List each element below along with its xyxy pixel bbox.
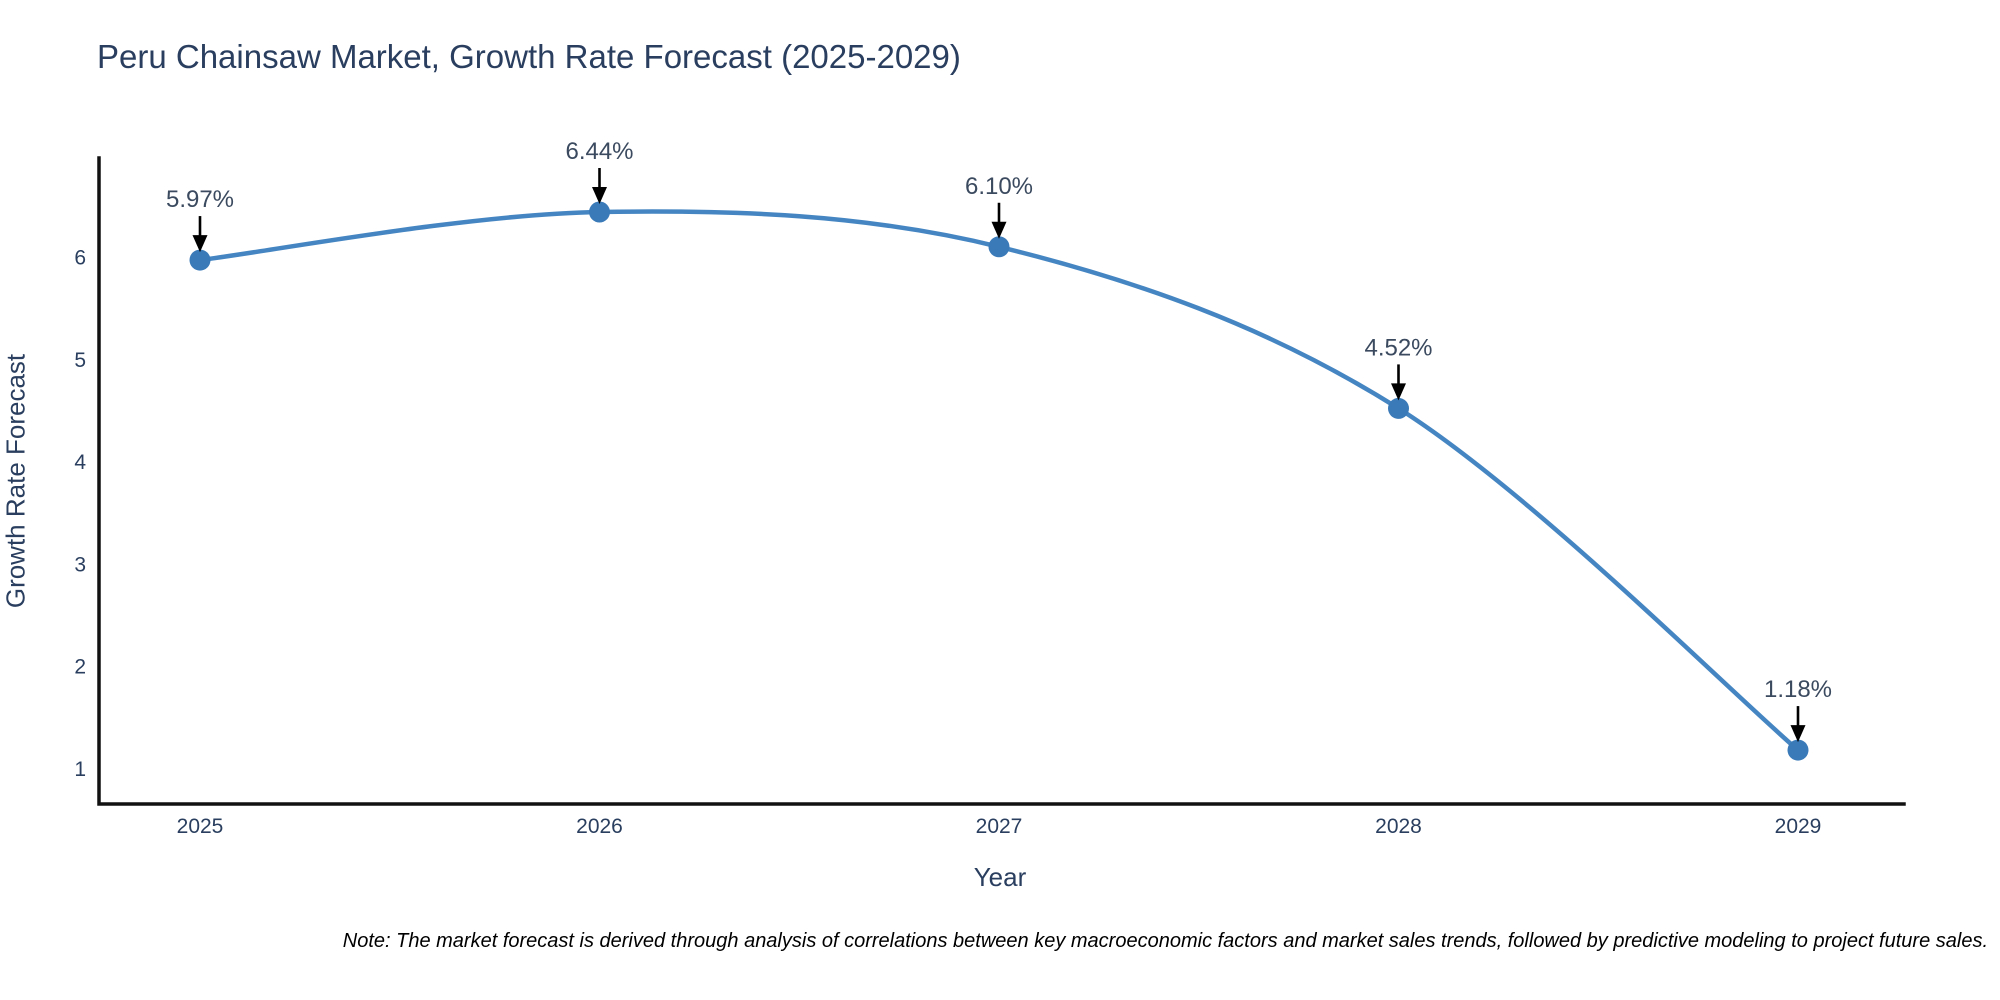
y-tick-label: 3	[74, 553, 86, 576]
y-tick-label: 5	[74, 349, 86, 372]
y-tick-label: 6	[74, 247, 86, 270]
series-line	[197, 209, 1801, 753]
data-point-marker	[988, 236, 1010, 258]
annotation-arrowhead	[592, 186, 607, 204]
y-tick-label: 2	[74, 656, 86, 679]
x-axis-title: Year	[0, 862, 2000, 893]
x-tick-label: 2028	[1375, 815, 1422, 838]
x-tick-label: 2027	[976, 815, 1023, 838]
data-point-marker	[589, 201, 610, 223]
y-tick-label: 4	[74, 451, 86, 474]
chart-title: Peru Chainsaw Market, Growth Rate Foreca…	[97, 38, 961, 75]
x-tick-label: 2026	[576, 815, 623, 838]
y-tick-label: 1	[74, 758, 86, 781]
point-annotation-label: 5.97%	[166, 186, 234, 213]
point-annotation-label: 4.52%	[1364, 334, 1432, 361]
point-annotation-label: 6.10%	[965, 173, 1033, 200]
data-point-marker	[189, 249, 211, 271]
axis-lines	[97, 156, 1906, 806]
data-point-marker	[1787, 739, 1809, 761]
annotation-arrowhead	[991, 221, 1007, 239]
point-annotation-label: 6.44%	[565, 138, 633, 165]
annotation-arrowhead	[192, 235, 208, 253]
point-annotation-label: 1.18%	[1764, 676, 1832, 703]
data-point-marker	[1388, 397, 1409, 419]
x-tick-label: 2029	[1775, 815, 1822, 838]
footnote: Note: The market forecast is derived thr…	[342, 930, 1988, 952]
annotation-arrowhead	[1790, 725, 1806, 743]
x-tick-label: 2025	[177, 815, 224, 838]
y-axis-title-text: Growth Rate Forecast	[0, 353, 31, 609]
annotation-arrowhead	[1391, 383, 1406, 401]
x-axis-title-text: Year	[973, 862, 1027, 892]
